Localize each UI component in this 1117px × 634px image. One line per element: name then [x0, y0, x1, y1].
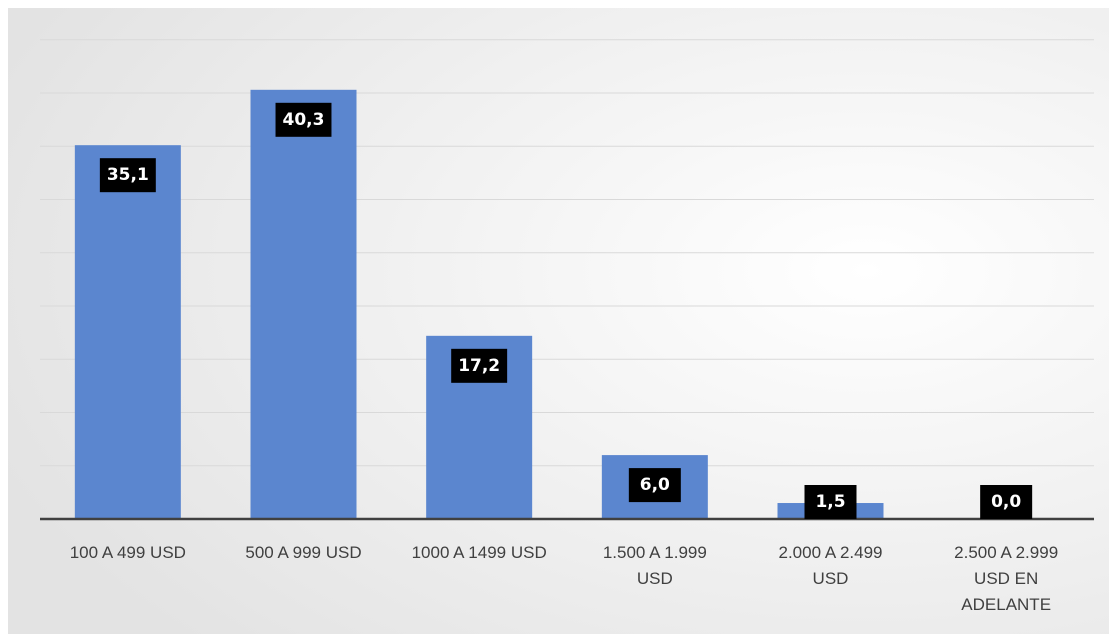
x-tick-label: 2.500 A 2.999 USD EN ADELANTE [954, 543, 1058, 614]
x-tick-label-line: 1000 A 1499 USD [412, 543, 547, 562]
data-label-box [99, 158, 156, 193]
x-tick-label-line: 2.000 A 2.499 [779, 543, 883, 562]
x-tick-label-line: 500 A 999 USD [245, 543, 361, 562]
x-axis-tick-labels: 100 A 499 USD 500 A 999 USD 1000 A 1499 US… [70, 543, 1058, 614]
data-label-text: 1,5 [815, 492, 845, 512]
x-tick-label-line: USD [637, 569, 673, 588]
data-label-box [451, 348, 508, 383]
data-label-text: 0,0 [991, 492, 1021, 512]
data-label: 1,5 [804, 485, 857, 519]
data-label-text: 40,3 [283, 110, 325, 130]
data-label: 35,1 [99, 158, 156, 193]
bar [74, 145, 181, 519]
data-label-text: 17,2 [458, 356, 500, 376]
x-tick-label: 100 A 499 USD [70, 543, 186, 562]
data-label-box [804, 485, 857, 519]
x-tick-label-line: USD [813, 569, 849, 588]
x-tick-label: 1000 A 1499 USD [412, 543, 547, 562]
data-label: 6,0 [628, 468, 681, 503]
x-tick-label: 500 A 999 USD [245, 543, 361, 562]
data-labels: 35,1 40,3 17,2 6,0 1,5 0,0 [99, 102, 1033, 519]
bar [250, 89, 357, 520]
data-label: 17,2 [451, 348, 508, 383]
data-label-box [628, 468, 681, 503]
x-tick-label-line: 1.500 A 1.999 [603, 543, 707, 562]
data-label: 40,3 [275, 102, 332, 137]
x-tick-label: 2.000 A 2.499 USD [779, 543, 883, 588]
x-tick-label-line: 2.500 A 2.999 [954, 543, 1058, 562]
data-label-box [980, 485, 1033, 519]
data-label-text: 35,1 [107, 165, 149, 185]
x-tick-label-line: 100 A 499 USD [70, 543, 186, 562]
bars [74, 89, 884, 520]
data-label: 0,0 [980, 485, 1033, 519]
x-tick-label-line: USD EN [974, 569, 1038, 588]
plot-area-background [8, 8, 1109, 634]
x-tick-label-line: ADELANTE [961, 595, 1051, 614]
gridlines [40, 39, 1094, 467]
x-tick-label: 1.500 A 1.999 USD [603, 543, 707, 588]
data-label-box [275, 102, 332, 137]
data-label-text: 6,0 [640, 475, 670, 495]
